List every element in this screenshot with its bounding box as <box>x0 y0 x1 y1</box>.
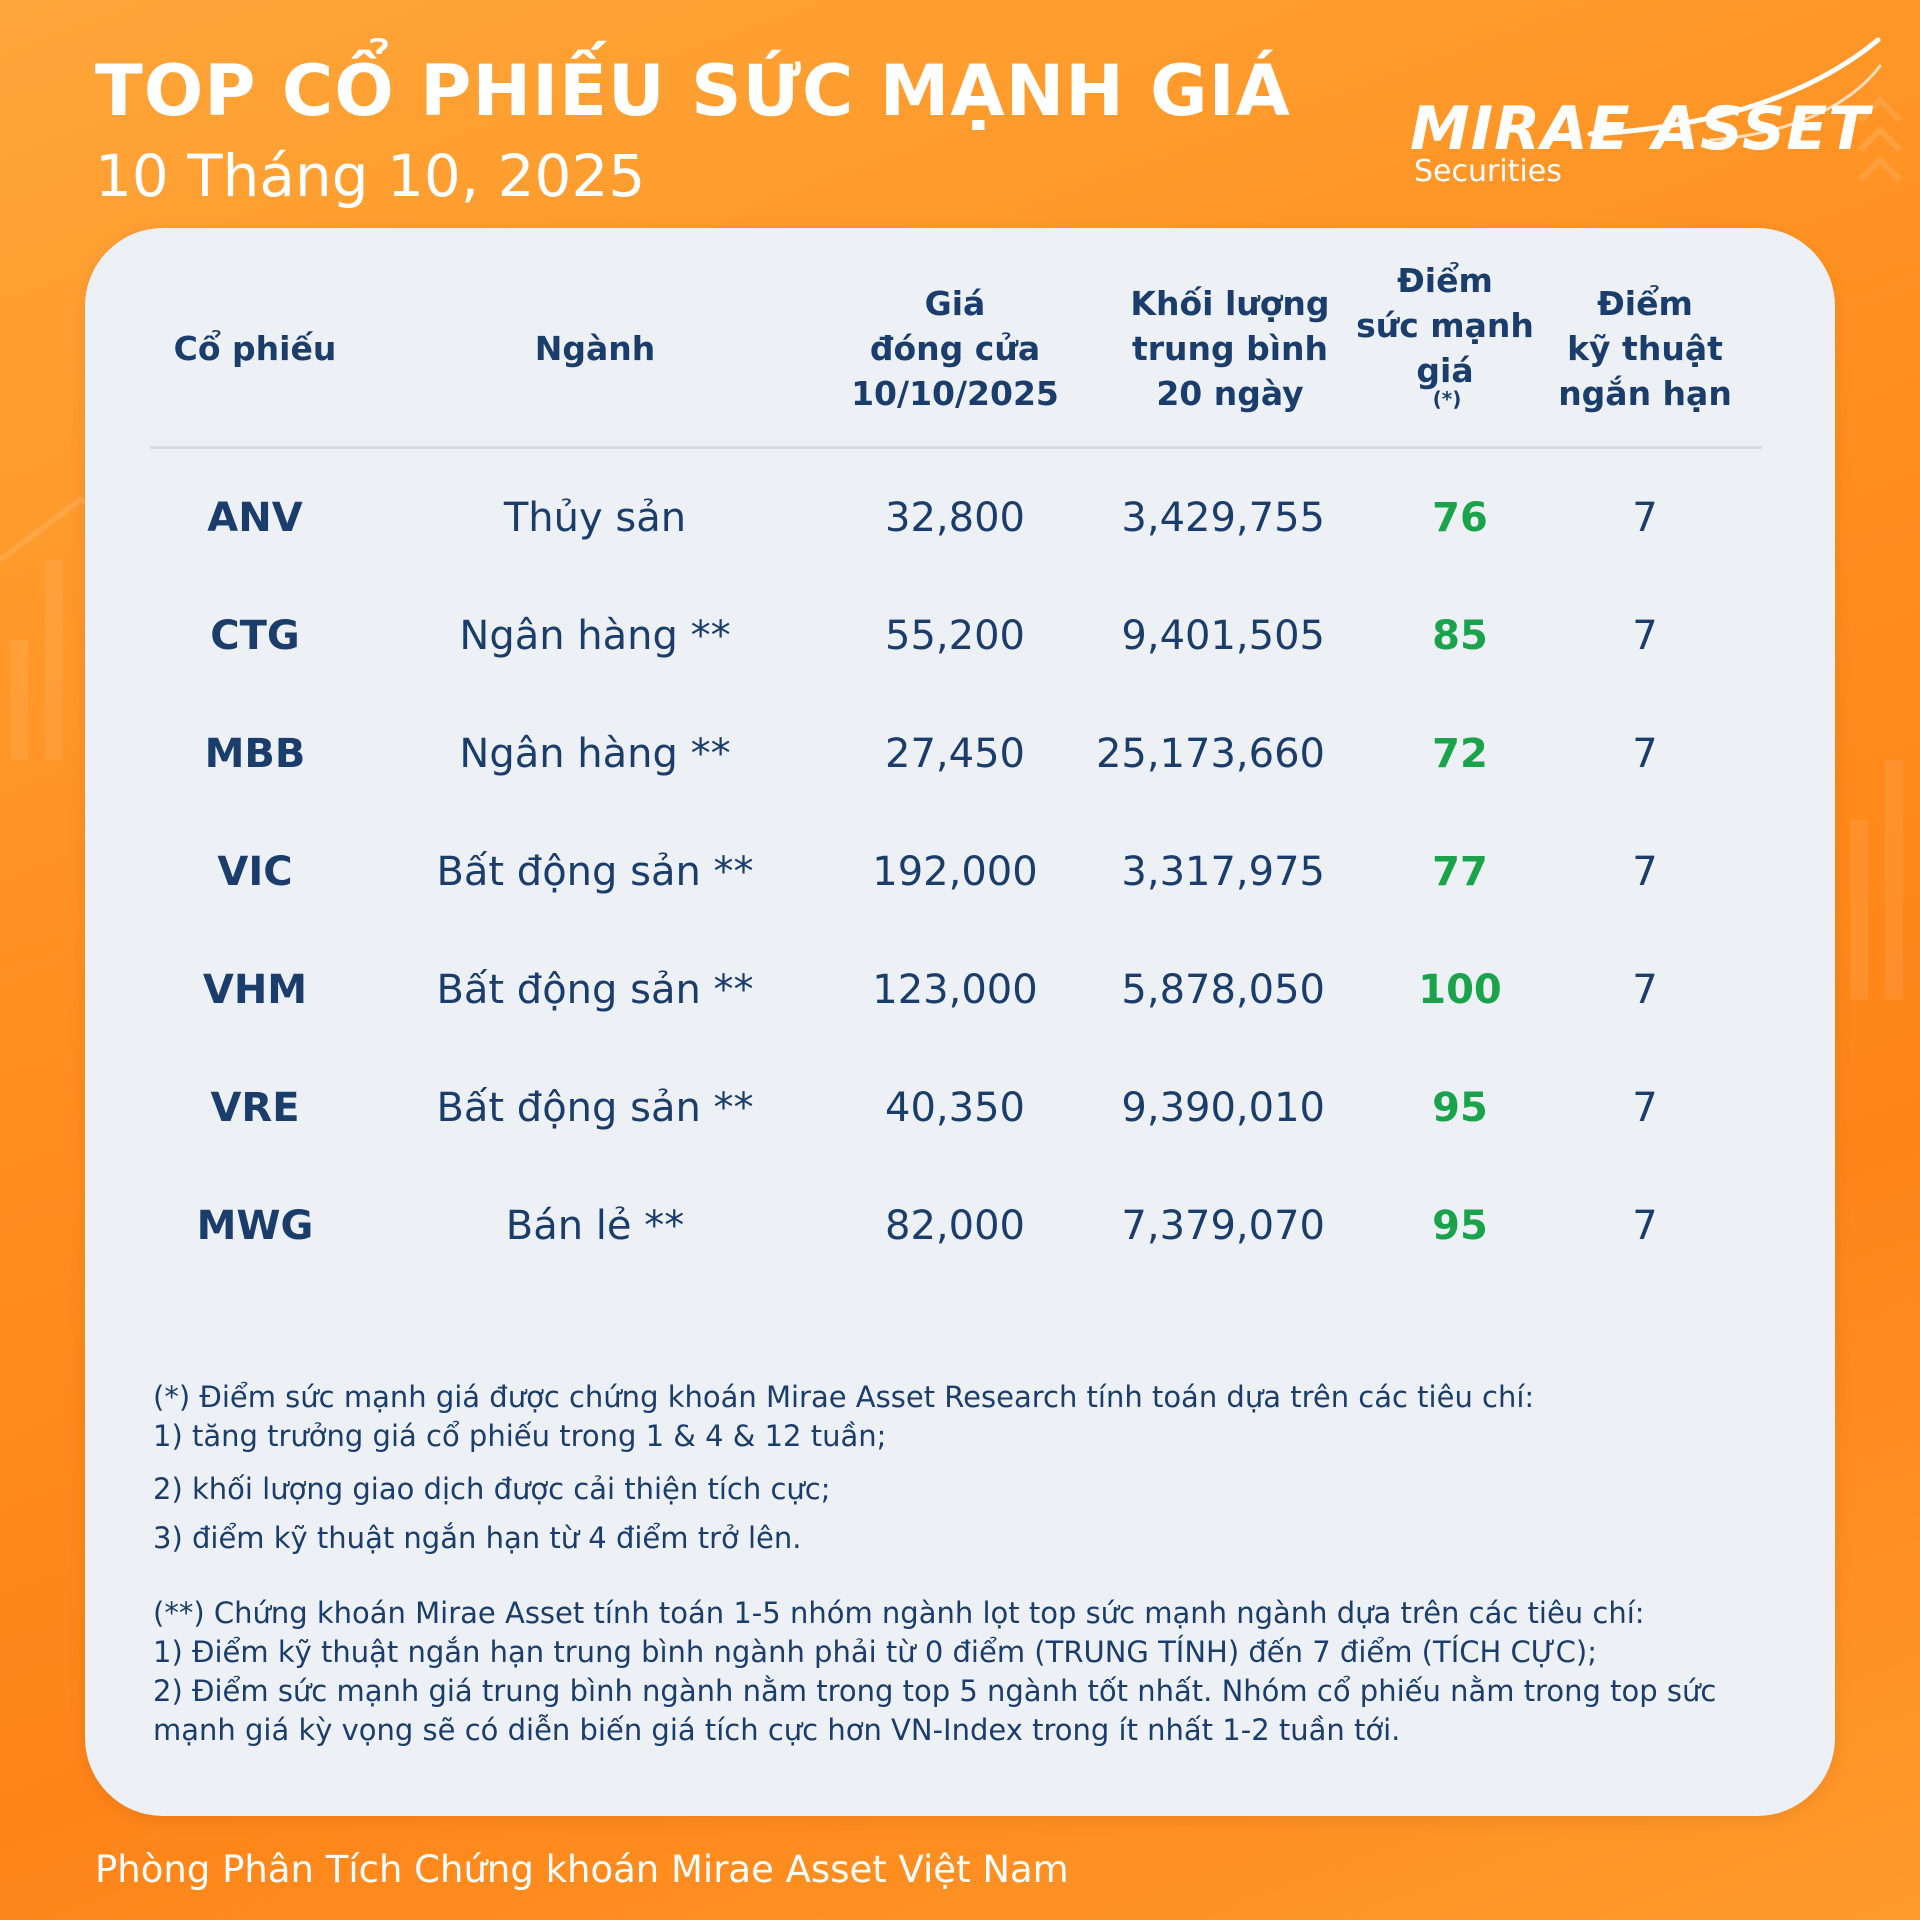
cell-sector: Bất động sản ** <box>436 1085 754 1131</box>
cell-technical: 7 <box>1632 731 1658 777</box>
table-header: Cổ phiếu Ngành Giá đóng cửa 10/10/2025 Khố… <box>85 261 1835 418</box>
cell-strength: 95 <box>1432 1203 1488 1249</box>
table-row: MBB Ngân hàng ** 27,450 25,173,660 72 7 <box>85 714 1835 794</box>
col-header-technical: Điểm kỹ thuật ngắn hạn <box>1558 283 1732 413</box>
col-header-sector: Ngành <box>534 328 656 368</box>
note2-intro: (**) Chứng khoán Mirae Asset tính toán 1… <box>153 1596 1645 1630</box>
cell-sector: Thủy sản <box>503 495 687 541</box>
cell-volume: 7,379,070 <box>1121 1203 1325 1249</box>
table-row: CTG Ngân hàng ** 55,200 9,401,505 85 7 <box>85 596 1835 676</box>
note1-item3: 3) điểm kỹ thuật ngắn hạn từ 4 điểm trở … <box>153 1521 802 1555</box>
cell-price: 55,200 <box>885 613 1025 659</box>
note1-intro: (*) Điểm sức mạnh giá được chứng khoán M… <box>153 1380 1535 1414</box>
cell-price: 32,800 <box>885 495 1025 541</box>
mirae-asset-logo: MIRAE ASSET Securities <box>1410 36 1890 196</box>
cell-technical: 7 <box>1632 613 1658 659</box>
cell-sector: Bán lẻ ** <box>505 1203 685 1249</box>
table-row: ANV Thủy sản 32,800 3,429,755 76 7 <box>85 478 1835 558</box>
cell-strength: 77 <box>1432 849 1488 895</box>
cell-ticker: ANV <box>207 495 303 541</box>
cell-strength: 95 <box>1432 1085 1488 1131</box>
cell-technical: 7 <box>1632 1085 1658 1131</box>
note1-item2: 2) khối lượng giao dịch được cải thiện t… <box>153 1472 831 1506</box>
cell-ticker: MBB <box>204 731 306 777</box>
note1-item1: 1) tăng trưởng giá cổ phiếu trong 1 & 4 … <box>153 1419 887 1453</box>
cell-sector: Ngân hàng ** <box>459 613 731 659</box>
table-card: Cổ phiếu Ngành Giá đóng cửa 10/10/2025 Khố… <box>85 228 1835 1816</box>
cell-strength: 72 <box>1432 731 1488 777</box>
col-header-volume: Khối lượng trung bình 20 ngày <box>1130 283 1330 413</box>
table-row: VHM Bất động sản ** 123,000 5,878,050 10… <box>85 950 1835 1030</box>
col-header-ticker: Cổ phiếu <box>173 328 337 368</box>
table-row: VRE Bất động sản ** 40,350 9,390,010 95 … <box>85 1068 1835 1148</box>
cell-technical: 7 <box>1632 495 1658 541</box>
note2-item1: 1) Điểm kỹ thuật ngắn hạn trung bình ngà… <box>153 1635 1597 1669</box>
col-header-strength: Điểm sức mạnh giá (*) <box>1356 261 1534 411</box>
cell-price: 40,350 <box>885 1085 1025 1131</box>
cell-technical: 7 <box>1632 1203 1658 1249</box>
footer-source: Phòng Phân Tích Chứng khoán Mirae Asset … <box>95 1848 1069 1891</box>
cell-technical: 7 <box>1632 967 1658 1013</box>
page-title: TOP CỔ PHIẾU SỨC MẠNH GIÁ <box>95 50 1291 132</box>
note2-item2: 2) Điểm sức mạnh giá trung bình ngành nằ… <box>153 1674 1717 1747</box>
cell-technical: 7 <box>1632 849 1658 895</box>
cell-price: 27,450 <box>885 731 1025 777</box>
cell-strength: 85 <box>1432 613 1488 659</box>
cell-ticker: CTG <box>210 613 300 659</box>
cell-volume: 9,401,505 <box>1121 613 1325 659</box>
cell-sector: Bất động sản ** <box>436 849 754 895</box>
logo-brand: MIRAE ASSET <box>1410 94 1871 164</box>
logo-swoosh-icon <box>1587 37 1882 142</box>
cell-volume: 3,429,755 <box>1121 495 1325 541</box>
col-header-price: Giá đóng cửa 10/10/2025 <box>851 283 1059 413</box>
cell-volume: 25,173,660 <box>1095 731 1325 777</box>
header-divider <box>150 446 1762 449</box>
table-row: VIC Bất động sản ** 192,000 3,317,975 77… <box>85 832 1835 912</box>
cell-volume: 9,390,010 <box>1121 1085 1325 1131</box>
cell-price: 192,000 <box>872 849 1038 895</box>
cell-sector: Bất động sản ** <box>436 967 754 1013</box>
cell-ticker: MWG <box>196 1203 314 1249</box>
cell-ticker: VHM <box>202 967 308 1013</box>
cell-ticker: VRE <box>210 1085 300 1131</box>
cell-volume: 3,317,975 <box>1121 849 1325 895</box>
cell-price: 123,000 <box>872 967 1038 1013</box>
footnotes: (*) Điểm sức mạnh giá được chứng khoán M… <box>153 1378 1793 1750</box>
table-row: MWG Bán lẻ ** 82,000 7,379,070 95 7 <box>85 1186 1835 1266</box>
cell-strength: 100 <box>1418 967 1502 1013</box>
cell-strength: 76 <box>1432 495 1488 541</box>
report-date: 10 Tháng 10, 2025 <box>95 142 646 210</box>
cell-ticker: VIC <box>217 849 293 895</box>
logo-sub: Securities <box>1414 154 1562 189</box>
cell-price: 82,000 <box>885 1203 1025 1249</box>
cell-sector: Ngân hàng ** <box>459 731 731 777</box>
cell-volume: 5,878,050 <box>1121 967 1325 1013</box>
